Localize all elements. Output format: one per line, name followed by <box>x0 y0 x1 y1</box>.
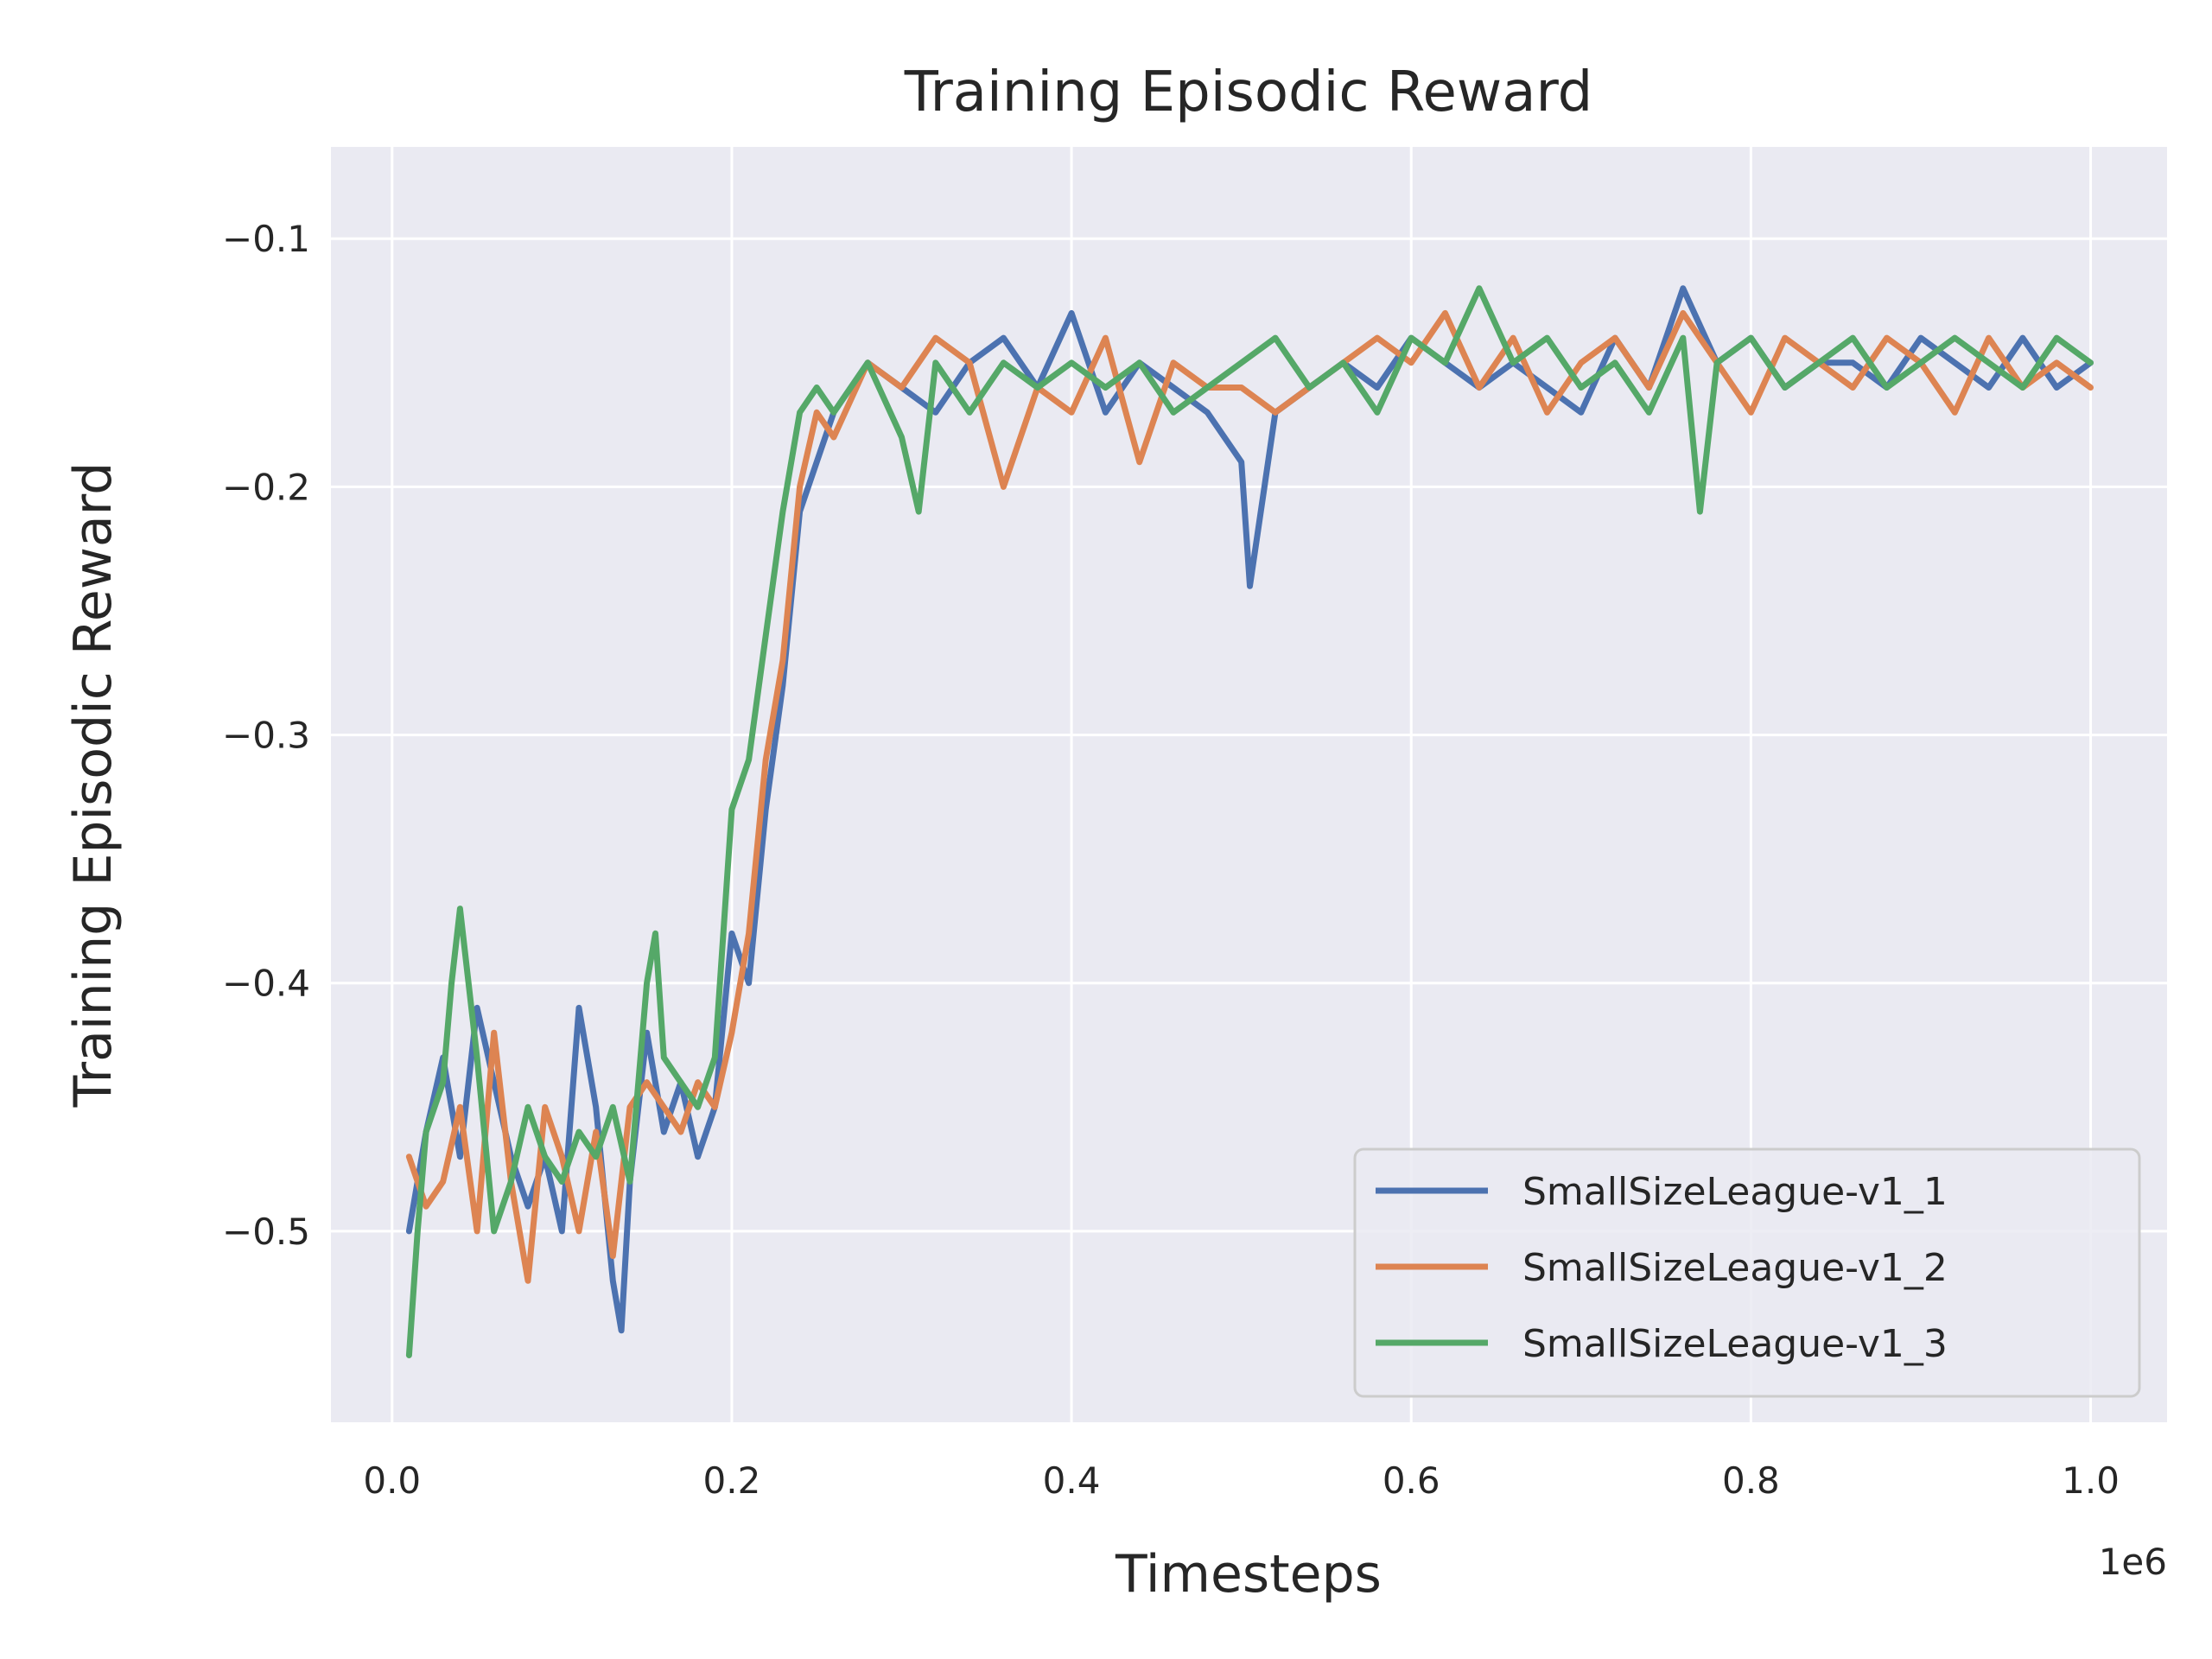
y-tick-label: −0.2 <box>222 466 310 508</box>
y-tick-label: −0.4 <box>222 963 310 1005</box>
legend-label-2: SmallSizeLeague-v1_2 <box>1522 1246 1948 1290</box>
x-tick-label: 0.4 <box>1043 1459 1101 1502</box>
x-axis-multiplier: 1e6 <box>2099 1541 2167 1583</box>
legend-box <box>1353 1147 2141 1398</box>
x-tick-labels: 0.0 0.2 0.4 0.6 0.8 1.0 <box>363 1459 2120 1502</box>
legend-label-1: SmallSizeLeague-v1_1 <box>1522 1170 1948 1214</box>
y-tick-label: −0.1 <box>222 218 310 260</box>
series-line-3 <box>405 285 2094 1358</box>
y-tick-label: −0.5 <box>222 1211 310 1253</box>
y-tick-labels: −0.1 −0.2 −0.3 −0.4 −0.5 <box>222 218 310 1253</box>
x-tick-label: 1.0 <box>2062 1459 2120 1502</box>
plot-lines <box>405 285 2094 1358</box>
x-tick-label: 0.6 <box>1382 1459 1440 1502</box>
x-tick-label: 0.8 <box>1722 1459 1780 1502</box>
chart-title: Training Episodic Reward <box>904 60 1593 124</box>
y-axis-label: Training Episodic Reward <box>63 462 124 1109</box>
legend: SmallSizeLeague-v1_1 SmallSizeLeague-v1_2… <box>1353 1147 2141 1398</box>
x-axis-label: Timesteps <box>1115 1544 1382 1605</box>
x-tick-label: 0.2 <box>703 1459 761 1502</box>
legend-label-3: SmallSizeLeague-v1_3 <box>1522 1322 1948 1366</box>
x-tick-label: 0.0 <box>363 1459 421 1502</box>
y-tick-label: −0.3 <box>222 715 310 757</box>
